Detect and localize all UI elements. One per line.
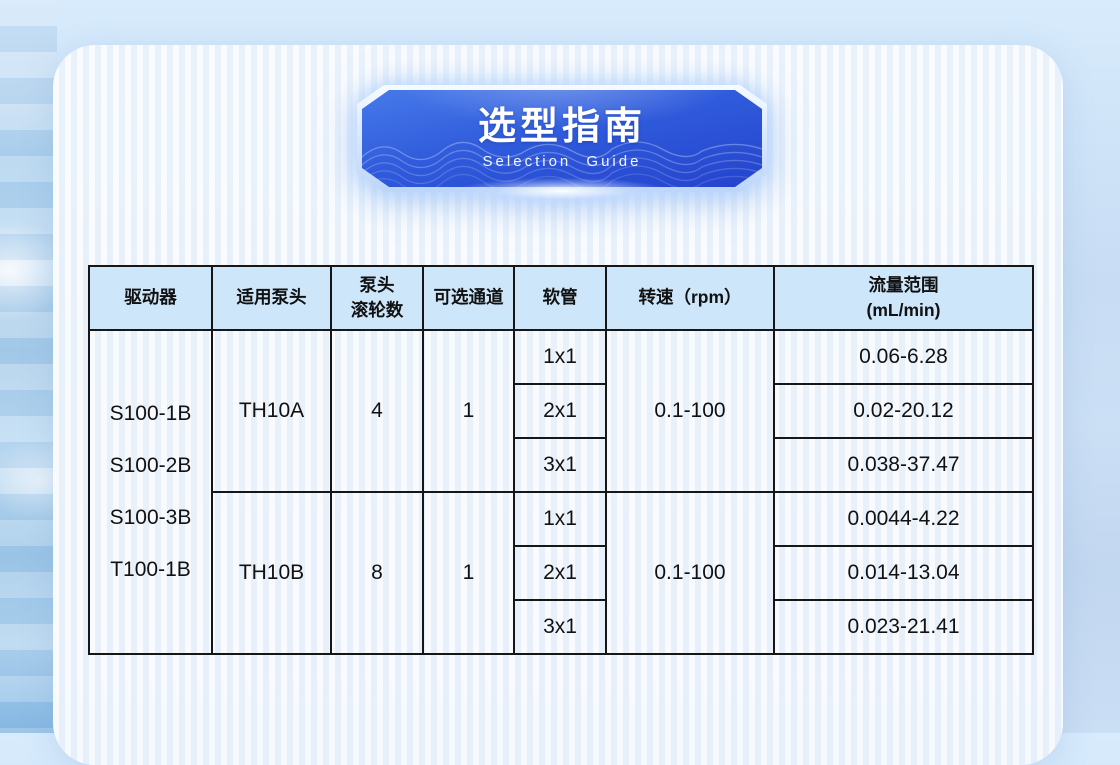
speed-cell: 0.1-100	[605, 491, 775, 655]
col-header-speed: 转速（rpm）	[605, 265, 775, 331]
section-banner: 选型指南 Selection Guide	[357, 85, 767, 204]
col-header-rollers: 泵头 滚轮数	[330, 265, 424, 331]
flow-range-cell: 0.014-13.04	[773, 545, 1034, 601]
flow-range-cell: 0.02-20.12	[773, 383, 1034, 439]
banner-subtitle: Selection Guide	[482, 152, 642, 170]
tubing-cell: 3x1	[513, 599, 607, 655]
tubing-cell: 2x1	[513, 383, 607, 439]
selection-guide-table: 驱动器 适用泵头 泵头 滚轮数 可选通道 软管 转速（rpm） 流量范围 (mL/m…	[88, 265, 1034, 655]
flow-range-cell: 0.023-21.41	[773, 599, 1034, 655]
speed-cell: 0.1-100	[605, 329, 775, 493]
rollers-cell: 4	[330, 329, 424, 493]
col-header-flow-range: 流量范围 (mL/min)	[773, 265, 1034, 331]
table-row: S100-1B S100-2B S100-3B T100-1B TH10A 4 …	[88, 329, 1034, 655]
flow-range-cell: 0.038-37.47	[773, 437, 1034, 493]
table-row: 3x1 0.023-21.41	[89, 599, 1034, 655]
tubing-cell: 1x1	[513, 491, 607, 547]
pump-head-cell: TH10A	[211, 329, 332, 493]
banner-title: 选型指南	[477, 106, 646, 149]
table-header-row: 驱动器 适用泵头 泵头 滚轮数 可选通道 软管 转速（rpm） 流量范围 (mL/m…	[88, 265, 1034, 331]
rollers-cell: 8	[330, 491, 424, 655]
driver-model: S100-3B	[109, 506, 192, 529]
table-row: 3x1 0.038-37.47	[89, 437, 1034, 493]
channels-cell: 1	[422, 329, 515, 493]
pump-head-cell: TH10B	[211, 491, 332, 655]
col-header-channels: 可选通道	[422, 265, 515, 331]
banner-body: 选型指南 Selection Guide	[362, 90, 762, 187]
table-row: 2x1 0.02-20.12	[89, 383, 1034, 439]
col-header-tubing: 软管	[513, 265, 607, 331]
wave-decoration-icon	[362, 127, 762, 187]
table-row: 2x1 0.014-13.04	[89, 545, 1034, 601]
table-row: TH10B 8 1 1x1 0.1-100 0.0044-4.22	[89, 491, 1034, 655]
driver-model: S100-2B	[109, 454, 192, 477]
driver-model: T100-1B	[110, 558, 191, 581]
driver-model: S100-1B	[109, 402, 192, 425]
flow-range-cell: 0.06-6.28	[773, 329, 1034, 385]
channels-cell: 1	[422, 491, 515, 655]
col-header-pump-head: 适用泵头	[211, 265, 332, 331]
left-decorative-strip	[0, 0, 57, 733]
tubing-cell: 3x1	[513, 437, 607, 493]
tubing-cell: 1x1	[513, 329, 607, 385]
flow-range-cell: 0.0044-4.22	[773, 491, 1034, 547]
tubing-cell: 2x1	[513, 545, 607, 601]
col-header-driver: 驱动器	[88, 265, 213, 331]
driver-models-cell: S100-1B S100-2B S100-3B T100-1B	[88, 329, 213, 655]
